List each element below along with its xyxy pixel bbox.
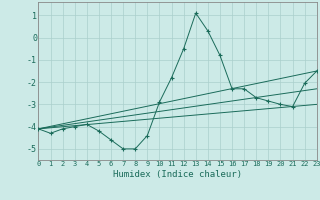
X-axis label: Humidex (Indice chaleur): Humidex (Indice chaleur)	[113, 170, 242, 179]
